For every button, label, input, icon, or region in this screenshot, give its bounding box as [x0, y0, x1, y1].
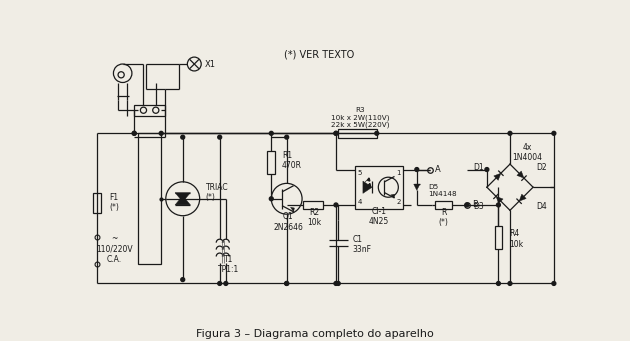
Circle shape — [218, 282, 222, 285]
Bar — [303, 201, 323, 209]
Circle shape — [552, 282, 556, 285]
Circle shape — [218, 135, 222, 139]
Text: CI-1
4N25: CI-1 4N25 — [369, 207, 389, 226]
Circle shape — [270, 131, 273, 135]
Circle shape — [224, 282, 228, 285]
Polygon shape — [391, 194, 394, 198]
Text: C1
33nF: C1 33nF — [352, 235, 371, 254]
Text: X1: X1 — [205, 60, 216, 69]
Bar — [338, 129, 377, 137]
Circle shape — [334, 282, 338, 285]
Circle shape — [181, 278, 185, 282]
Circle shape — [334, 131, 338, 135]
Polygon shape — [494, 173, 501, 180]
Circle shape — [375, 131, 379, 135]
Circle shape — [508, 131, 512, 135]
Circle shape — [465, 203, 469, 207]
Text: A: A — [435, 165, 441, 174]
Bar — [495, 226, 502, 249]
Text: 1: 1 — [396, 169, 401, 176]
Text: R1
470R: R1 470R — [282, 151, 302, 170]
Polygon shape — [496, 196, 503, 204]
Polygon shape — [414, 184, 420, 190]
Circle shape — [334, 203, 338, 207]
Text: Q1
2N2646: Q1 2N2646 — [273, 212, 303, 232]
Text: B: B — [472, 201, 478, 209]
Bar — [355, 166, 403, 209]
Text: T1
TP1:1: T1 TP1:1 — [219, 254, 239, 274]
Circle shape — [496, 282, 500, 285]
Text: 4: 4 — [358, 199, 362, 205]
Text: TRIAC
(*): TRIAC (*) — [206, 183, 229, 202]
Polygon shape — [175, 196, 190, 205]
Text: R2
10k: R2 10k — [307, 208, 321, 227]
Circle shape — [132, 131, 136, 135]
Circle shape — [485, 167, 489, 172]
Text: F1
(*): F1 (*) — [110, 193, 120, 212]
Text: 2: 2 — [396, 199, 401, 205]
Polygon shape — [517, 171, 524, 178]
Circle shape — [508, 282, 512, 285]
Text: D3: D3 — [473, 202, 484, 211]
Bar — [134, 105, 165, 116]
Bar — [138, 133, 161, 264]
Polygon shape — [519, 194, 526, 201]
Text: D5
1N4148: D5 1N4148 — [428, 184, 457, 197]
Text: D4: D4 — [536, 202, 547, 211]
Circle shape — [415, 167, 419, 172]
Circle shape — [159, 131, 163, 135]
Circle shape — [285, 135, 289, 139]
Circle shape — [181, 135, 185, 139]
Bar — [435, 201, 452, 209]
Circle shape — [496, 203, 500, 207]
Text: D2: D2 — [536, 163, 547, 173]
Text: Figura 3 – Diagrama completo do aparelho: Figura 3 – Diagrama completo do aparelho — [196, 329, 434, 339]
Text: R3
10k x 2W(110V)
22k x 5W(220V): R3 10k x 2W(110V) 22k x 5W(220V) — [331, 107, 389, 129]
Text: D1: D1 — [473, 163, 484, 173]
Circle shape — [336, 282, 340, 285]
Polygon shape — [369, 183, 370, 187]
Circle shape — [552, 131, 556, 135]
Polygon shape — [290, 207, 294, 212]
Text: ~
110/220V
C.A.: ~ 110/220V C.A. — [96, 234, 132, 264]
Text: 4x
1N4004: 4x 1N4004 — [512, 143, 542, 162]
Text: R
(*): R (*) — [439, 208, 449, 227]
Circle shape — [285, 282, 289, 285]
Text: R4
10k: R4 10k — [509, 229, 524, 249]
Circle shape — [334, 131, 338, 135]
Polygon shape — [175, 193, 190, 202]
Text: 5: 5 — [358, 169, 362, 176]
Bar — [93, 193, 101, 213]
Polygon shape — [367, 178, 370, 181]
Polygon shape — [363, 181, 372, 193]
Circle shape — [285, 282, 289, 285]
Text: (*) VER TEXTO: (*) VER TEXTO — [284, 50, 354, 60]
Circle shape — [132, 131, 136, 135]
Circle shape — [270, 197, 273, 201]
Bar — [267, 151, 275, 174]
